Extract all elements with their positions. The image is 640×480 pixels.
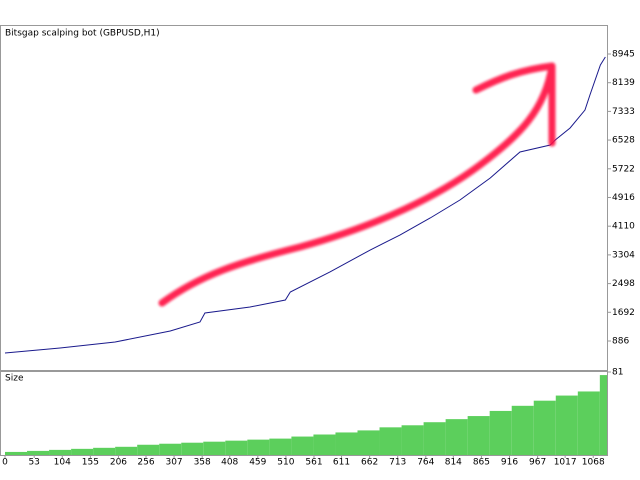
x-tick-label: 358 (194, 458, 211, 468)
size-bar (247, 439, 270, 455)
size-bar (291, 436, 314, 455)
size-bar (5, 451, 28, 455)
size-bar (577, 391, 600, 455)
size-bar (313, 434, 336, 455)
x-tick-label: 1068 (582, 458, 605, 468)
size-bar (357, 430, 380, 455)
x-tick-label: 561 (305, 458, 322, 468)
x-tick-label: 967 (529, 458, 546, 468)
x-tick-label: 510 (277, 458, 294, 468)
x-tick-label: 155 (82, 458, 99, 468)
x-tick-label: 307 (165, 458, 182, 468)
size-bar (445, 419, 468, 455)
y-tick-label: 2498 (612, 279, 635, 289)
size-bar (533, 400, 556, 455)
x-tick-label: 53 (28, 458, 39, 468)
x-tick-label: 814 (445, 458, 462, 468)
x-tick-label: 865 (473, 458, 490, 468)
y-tick-label: 4916 (612, 193, 635, 203)
size-bar (423, 422, 446, 455)
size-bar (115, 446, 138, 455)
x-tick-label: 408 (221, 458, 238, 468)
size-bar (71, 448, 94, 455)
x-tick-label: 206 (110, 458, 127, 468)
annotation-arrow (158, 62, 556, 307)
x-tick-label: 662 (361, 458, 378, 468)
equity-line (4, 56, 606, 354)
y-tick-label: 7333 (612, 107, 635, 117)
size-bar (599, 375, 607, 455)
size-bar (555, 395, 578, 455)
size-panel (0, 371, 608, 456)
size-bar (335, 432, 358, 455)
size-bar (379, 427, 402, 455)
size-bar (49, 449, 72, 455)
y-tick-label: 81 (612, 368, 623, 378)
size-bar (489, 410, 512, 455)
panel-title: Size (5, 374, 24, 384)
x-tick-label: 1017 (554, 458, 577, 468)
x-tick-label: 611 (333, 458, 350, 468)
x-tick-label: 713 (389, 458, 406, 468)
x-tick-label: 764 (417, 458, 434, 468)
x-tick-label: 0 (2, 458, 8, 468)
y-tick-label: 5722 (612, 164, 635, 174)
main-panel (0, 25, 608, 371)
y-tick-label: 4110 (612, 222, 635, 232)
size-bar (269, 438, 292, 455)
size-bar (225, 440, 248, 455)
size-bar (181, 442, 204, 455)
x-tick-label: 104 (54, 458, 71, 468)
size-bar (159, 443, 182, 455)
x-tick-label: 459 (249, 458, 266, 468)
size-bar (511, 405, 534, 455)
size-bar (401, 425, 424, 455)
y-tick-label: 8139 (612, 78, 635, 88)
chart-title: Bitsgap scalping bot (GBPUSD,H1) (5, 29, 160, 39)
y-tick-label: 6528 (612, 136, 635, 146)
y-tick-label: 886 (612, 337, 629, 347)
y-tick-label: 3304 (612, 250, 635, 260)
y-tick-label: 1692 (612, 308, 635, 318)
size-bar (467, 416, 490, 455)
size-bar (203, 441, 226, 455)
y-tick-label: 8945 (612, 49, 635, 59)
x-tick-label: 916 (501, 458, 518, 468)
size-bar (27, 450, 50, 455)
size-bar (93, 447, 116, 455)
size-bar (137, 444, 160, 455)
x-tick-label: 256 (137, 458, 154, 468)
